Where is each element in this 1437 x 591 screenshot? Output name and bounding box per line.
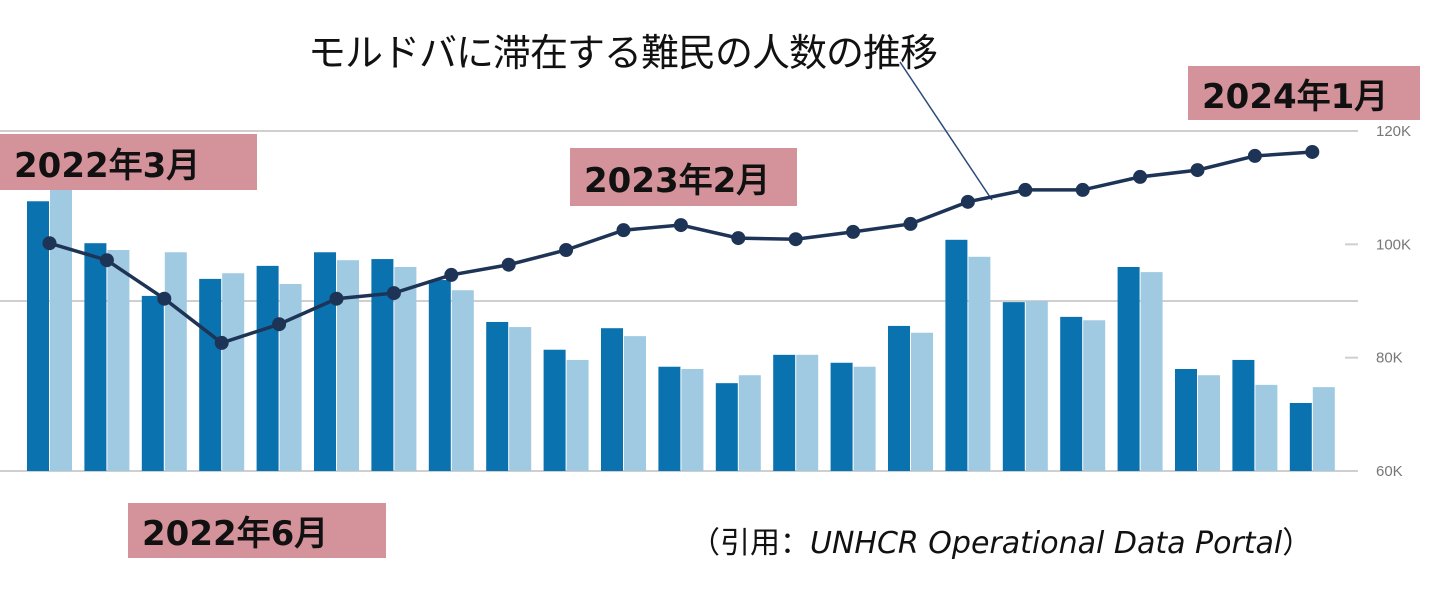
line-point-2023-10 [1133,169,1148,184]
bar-light-2023-08 [1025,301,1048,471]
bar-light-2022-09 [394,267,417,471]
chart-title: モルドバに滞在する難民の人数の推移 [308,31,938,75]
line-point-2023-04 [788,232,803,247]
bar-light-2022-12 [566,359,589,471]
line-point-2022-04 [99,253,114,268]
bar-dark-2022-10 [428,280,451,471]
title-pointer-line [899,61,993,201]
citation-source: UNHCR Operational Data Portal [810,526,1283,561]
bar-dark-2022-03 [27,201,49,471]
bar-dark-2023-06 [888,325,910,471]
bar-light-2022-06 [222,273,245,471]
bar-dark-2023-01 [601,328,623,471]
bar-light-2022-11 [509,327,532,471]
line-point-2024-01 [1305,144,1320,159]
line-point-2022-08 [329,291,344,306]
y-tick-label: 80K [1376,350,1403,367]
line-point-2023-09 [1075,182,1090,197]
bar-dark-2023-03 [715,383,738,471]
annotation-2022-03: 2022年3月 [0,134,257,190]
source-citation: （引用：UNHCR Operational Data Portal） [690,518,1312,562]
bar-light-2022-08 [337,260,359,471]
y-tick-label: 60K [1376,463,1403,480]
bar-dark-2023-04 [773,354,796,471]
bar-dark-2022-09 [371,259,394,471]
annotation-2022-06: 2022年6月 [128,503,386,558]
bar-light-2023-03 [738,375,761,471]
bar-dark-2022-11 [486,321,509,471]
bar-dark-2023-07 [945,239,968,471]
bar-light-2022-07 [279,284,302,471]
bar-dark-2023-09 [1060,316,1083,471]
line-point-2023-06 [903,216,918,231]
line-point-2023-11 [1190,163,1205,178]
y-tick-label: 120K [1376,123,1411,140]
line-point-2022-10 [444,267,459,282]
bar-light-2022-04 [107,250,130,471]
line-point-2023-01 [616,223,631,238]
bar-dark-2023-02 [658,366,681,471]
bar-light-2023-04 [796,354,819,471]
bar-light-2022-05 [164,252,187,471]
line-point-2022-07 [272,317,287,332]
line-point-2022-09 [386,286,401,301]
citation-prefix: （引用： [690,526,810,561]
bar-light-2023-10 [1140,272,1163,471]
bar-dark-2023-05 [830,362,853,471]
bar-light-2022-03 [50,184,72,472]
bar-light-2024-01 [1312,387,1335,471]
line-point-2023-12 [1247,148,1262,163]
bar-dark-2022-06 [199,278,222,471]
bar-light-2023-02 [681,369,704,471]
line-point-2022-05 [157,291,172,306]
line-point-2023-05 [846,224,861,239]
line-point-2022-03 [42,236,57,251]
line-point-2023-02 [673,218,688,233]
bar-light-2023-05 [853,366,876,471]
bar-dark-2022-07 [256,265,279,471]
annotation-2023-02: 2023年2月 [570,148,797,206]
bar-dark-2024-01 [1289,403,1312,471]
line-point-2022-12 [559,243,574,257]
bar-light-2022-10 [451,290,474,471]
y-tick-label: 100K [1376,236,1411,253]
bar-light-2023-07 [968,256,991,471]
bar-light-2023-09 [1083,320,1106,471]
bar-dark-2023-11 [1175,369,1197,471]
bar-light-2023-12 [1255,384,1278,471]
citation-suffix: ） [1282,526,1313,561]
bar-dark-2023-08 [1002,302,1025,471]
bar-dark-2023-10 [1117,267,1140,471]
bar-dark-2022-04 [84,243,107,471]
bar-light-2023-06 [911,332,933,471]
line-point-2023-08 [1018,182,1033,197]
line-point-2023-07 [960,194,975,209]
bar-dark-2022-08 [314,252,336,471]
bar-dark-2022-05 [141,295,164,471]
bar-light-2023-11 [1198,375,1220,471]
bar-dark-2022-12 [543,349,566,471]
line-point-2022-06 [214,335,229,350]
line-point-2023-03 [731,231,746,246]
annotation-2024-01: 2024年1月 [1188,66,1420,120]
line-point-2022-11 [501,257,516,272]
bar-light-2023-01 [624,336,646,471]
bar-dark-2023-12 [1232,359,1255,471]
